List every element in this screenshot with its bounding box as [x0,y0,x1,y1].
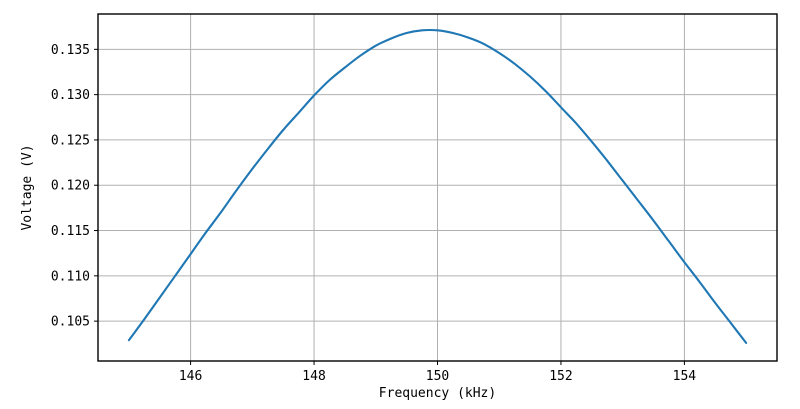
y-tick-label: 0.120 [51,179,90,194]
y-tick-label: 0.135 [51,43,90,58]
x-tick-label: 154 [673,369,697,384]
x-tick-label: 152 [549,369,572,384]
y-tick-label: 0.115 [51,224,90,239]
x-tick-label: 146 [179,369,202,384]
y-tick-label: 0.105 [51,315,90,330]
voltage-data-line [127,28,748,344]
y-axis-label: Voltage (V) [20,144,35,230]
y-tick-label: 0.130 [51,88,90,103]
y-tick-label: 0.125 [51,133,90,148]
x-axis-label: Frequency (kHz) [379,386,496,401]
x-tick-label: 148 [302,369,325,384]
y-tick-label: 0.110 [51,269,90,284]
x-tick-label: 150 [426,369,449,384]
